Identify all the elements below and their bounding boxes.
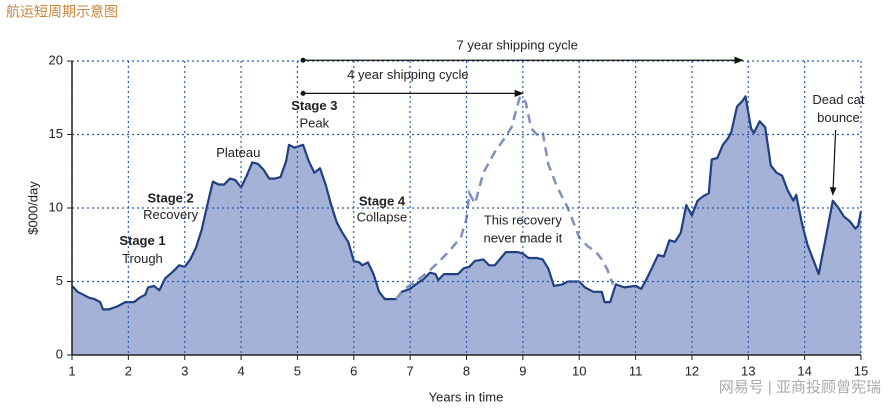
annotation: Collapse	[357, 210, 408, 225]
annotation: Peak	[300, 116, 330, 131]
arrow-start	[300, 90, 306, 96]
annotation: Trough	[122, 251, 163, 266]
annotation: Plateau	[216, 145, 260, 160]
x-tick-label: 6	[350, 363, 357, 378]
x-tick-label: 15	[854, 363, 868, 378]
x-tick-label: 10	[572, 363, 586, 378]
x-tick-label: 2	[125, 363, 132, 378]
pointer-arrow	[829, 130, 837, 196]
y-tick-label: 20	[49, 52, 63, 67]
annotation: Stage 3	[291, 98, 337, 113]
x-tick-label: 8	[463, 363, 470, 378]
y-tick-label: 5	[56, 273, 63, 288]
annotation: Stage 1	[119, 233, 165, 248]
y-axis-title: $000/day	[25, 181, 40, 235]
y-tick-label: 0	[56, 346, 63, 361]
annotation: Dead cat	[812, 92, 864, 107]
x-tick-label: 7	[407, 363, 414, 378]
x-tick-label: 3	[181, 363, 188, 378]
annotation: never made it	[483, 230, 562, 245]
annotation: 4 year shipping cycle	[347, 67, 468, 82]
x-tick-label: 5	[294, 363, 301, 378]
annotation: Stage 2	[148, 191, 194, 206]
x-axis-title: Years in time	[429, 389, 504, 404]
x-tick-label: 4	[237, 363, 244, 378]
page-title: 航运短周期示意图	[6, 4, 118, 20]
annotation: Stage 4	[359, 194, 406, 209]
x-tick-label: 14	[797, 363, 811, 378]
x-tick-label: 13	[741, 363, 755, 378]
annotation: bounce	[817, 110, 860, 125]
watermark: 网易号 | 亚商投顾曾宪瑞	[719, 379, 881, 396]
x-tick-label: 9	[519, 363, 526, 378]
annotation: Recovery	[143, 207, 198, 222]
area-fill	[72, 96, 861, 356]
annotation: 7 year shipping cycle	[457, 38, 578, 53]
y-tick-label: 15	[49, 126, 63, 141]
annotation: This recovery	[484, 213, 563, 228]
x-tick-label: 11	[629, 363, 643, 378]
x-tick-label: 12	[685, 363, 699, 378]
dashed-line	[395, 93, 615, 300]
x-tick-label: 1	[68, 363, 75, 378]
arrow-start	[300, 57, 306, 63]
y-tick-label: 10	[49, 199, 63, 214]
